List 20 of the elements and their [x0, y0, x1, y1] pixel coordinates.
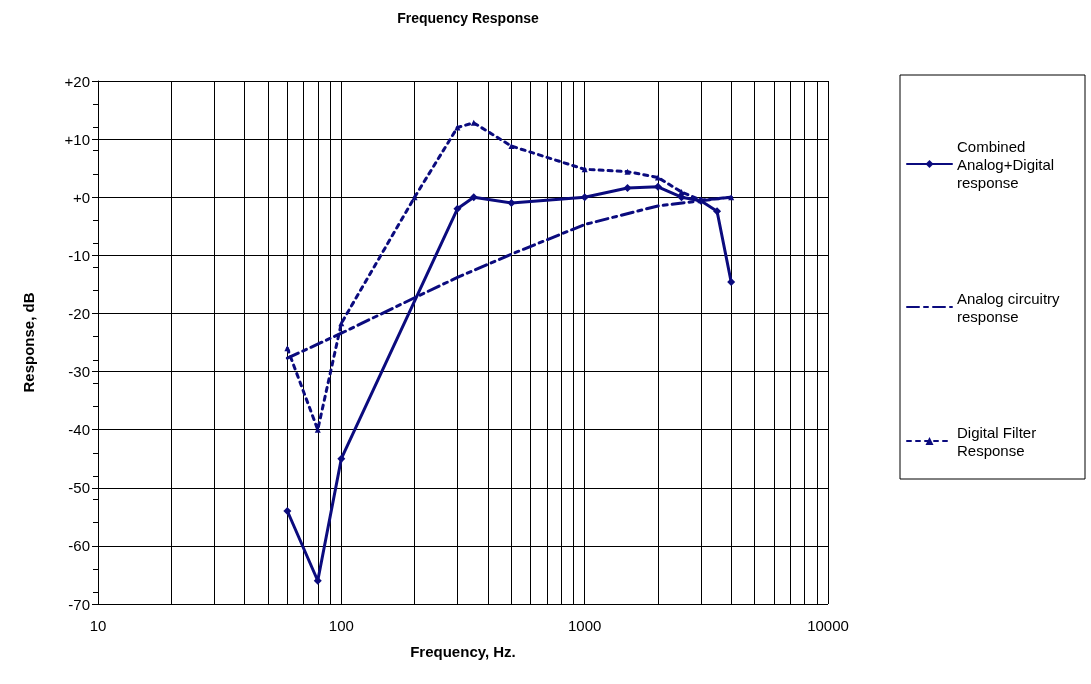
- y-tick-label: -40: [68, 421, 90, 439]
- y-tick-label: -20: [68, 304, 90, 322]
- y-tick-label: -30: [68, 363, 90, 381]
- y-tick-label: +0: [72, 188, 90, 206]
- x-tick-label: 10: [89, 617, 107, 634]
- x-tick-label: 10000: [807, 617, 849, 634]
- legend-label: Combined Analog+Digital response: [957, 137, 1059, 191]
- x-tick-label: 100: [328, 617, 354, 634]
- y-tick-label: -70: [68, 595, 90, 613]
- y-tick-label: -10: [68, 246, 90, 264]
- y-axis-title: Response, dB: [20, 292, 37, 393]
- y-tick-label: -50: [68, 479, 90, 497]
- legend-label: Analog circuitry response: [957, 289, 1064, 325]
- x-tick-label: 1000: [567, 617, 602, 634]
- legend-label: Digital Filter Response: [957, 423, 1041, 459]
- y-tick-label: -60: [68, 537, 90, 555]
- x-axis-title: Frequency, Hz.: [410, 643, 516, 660]
- chart-title: Frequency Response: [397, 10, 540, 26]
- y-tick-label: +20: [64, 72, 90, 90]
- y-tick-label: +10: [64, 130, 90, 148]
